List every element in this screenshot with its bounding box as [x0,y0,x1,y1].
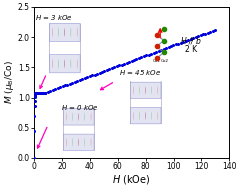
Y-axis label: $M$ ($\mu_{\mathrm{B}}$/Co): $M$ ($\mu_{\mathrm{B}}$/Co) [3,60,17,105]
FancyBboxPatch shape [63,109,94,125]
Text: 2 K: 2 K [185,45,197,54]
Text: Co1: Co1 [153,59,161,63]
Text: $H$ = 45 kOe: $H$ = 45 kOe [119,68,161,77]
FancyBboxPatch shape [130,108,161,124]
FancyBboxPatch shape [49,55,80,73]
FancyBboxPatch shape [130,82,161,98]
X-axis label: $H$ (kOe): $H$ (kOe) [113,173,151,186]
Text: $H$ = 0 kOe: $H$ = 0 kOe [61,103,99,112]
FancyBboxPatch shape [49,23,80,41]
FancyBboxPatch shape [63,134,94,150]
Text: $H$ = 3 kOe: $H$ = 3 kOe [35,13,72,22]
Text: $H$ // $b$: $H$ // $b$ [180,35,203,46]
Text: Co2: Co2 [161,59,169,63]
